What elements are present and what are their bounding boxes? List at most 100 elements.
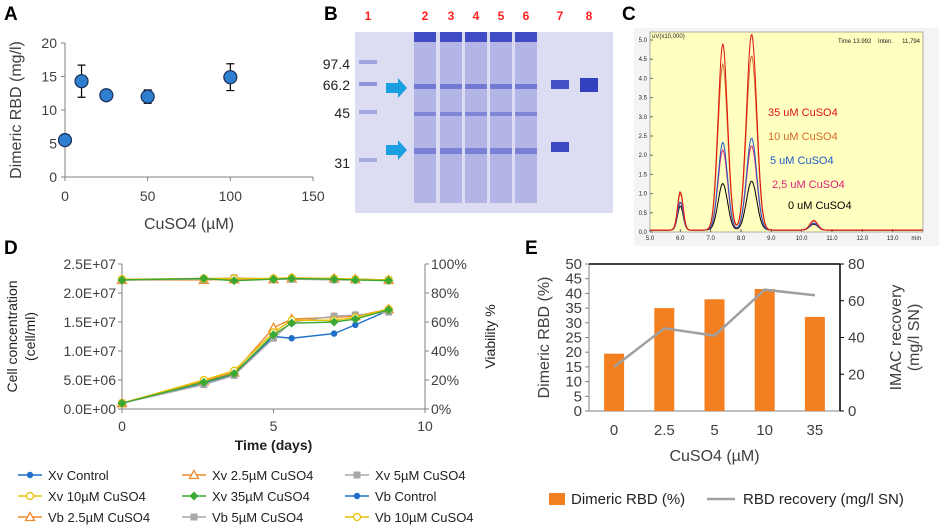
lane-label: 7 bbox=[557, 9, 564, 23]
data-point bbox=[117, 398, 127, 408]
data-point bbox=[384, 305, 394, 315]
data-point bbox=[140, 89, 155, 104]
x-tick-label: 7.0 bbox=[706, 236, 715, 242]
x-axis-title: Time (days) bbox=[235, 437, 313, 453]
band bbox=[465, 112, 487, 116]
x-tick-label: 150 bbox=[301, 188, 325, 204]
data-point bbox=[330, 330, 338, 337]
y-axis-title: Dimeric RBD (mg/l) bbox=[8, 41, 25, 179]
y-tick-label: 30 bbox=[565, 315, 582, 332]
legend-label: Vb 5µM CuSO4 bbox=[212, 510, 303, 525]
y-tick-label: 15 bbox=[565, 359, 582, 376]
band bbox=[414, 148, 436, 154]
y-tick-label: 5.0E+06 bbox=[63, 372, 116, 388]
lane-smear bbox=[515, 32, 537, 203]
x-tick-label: 35 bbox=[807, 422, 824, 439]
legend-label: Xv 10µM CuSO4 bbox=[48, 489, 146, 504]
band bbox=[359, 110, 377, 114]
x-tick-label: 6.0 bbox=[676, 236, 685, 242]
lane-label: 2 bbox=[422, 9, 429, 23]
bar bbox=[704, 299, 725, 411]
y2-tick-label: 0 bbox=[848, 403, 856, 420]
x-tick-label: 0 bbox=[61, 188, 69, 204]
band-arrow-icon bbox=[386, 140, 407, 160]
data-point bbox=[287, 318, 297, 328]
y2-axis-title: Viability % bbox=[482, 304, 498, 368]
y-tick-label: 10 bbox=[41, 102, 57, 118]
y-tick-label: 2.0 bbox=[639, 153, 648, 159]
y-tick-label: 0.0E+00 bbox=[63, 401, 116, 417]
bar bbox=[604, 353, 625, 411]
x-axis-title: CuSO4 (µM) bbox=[144, 216, 234, 233]
panel-a: A 0 5 10 15 20 0 50 100 150 CuSO4 (µM) Dimeric RBD… bbox=[4, 4, 325, 233]
lane-smear bbox=[440, 32, 462, 203]
lane-label: 5 bbox=[498, 9, 505, 23]
marker-label: 97.4 bbox=[323, 56, 350, 72]
panel-d-letter: D bbox=[4, 238, 18, 259]
data-point bbox=[117, 275, 127, 285]
band bbox=[490, 148, 512, 154]
y-tick-label: 1.5 bbox=[639, 172, 648, 178]
legend-label: Xv 2.5µM CuSO4 bbox=[212, 468, 313, 483]
x-tick-label: 2.5 bbox=[654, 422, 675, 439]
data-point bbox=[329, 317, 339, 327]
x-axis-title: CuSO4 (µM) bbox=[669, 448, 759, 465]
data-point bbox=[350, 314, 360, 324]
x-tick-label: 12.0 bbox=[856, 236, 868, 242]
data-point bbox=[99, 88, 114, 103]
y2-tick-label: 80 bbox=[848, 256, 865, 273]
band bbox=[515, 84, 537, 89]
band bbox=[515, 148, 537, 154]
x-tick-label: 0 bbox=[118, 418, 126, 434]
band bbox=[414, 32, 436, 42]
data-point bbox=[353, 471, 361, 479]
band bbox=[465, 148, 487, 154]
bar bbox=[654, 308, 675, 411]
lane-smear bbox=[490, 32, 512, 203]
lane-label: 1 bbox=[365, 9, 372, 23]
panel-c: C uV(x10,000) Time 13.992 Inten. 11,794 0.0 0.… bbox=[622, 4, 939, 246]
data-point bbox=[189, 491, 199, 501]
bar bbox=[754, 288, 775, 411]
y-tick-label: 25 bbox=[565, 330, 582, 347]
y2-tick-label: 40% bbox=[431, 343, 459, 359]
legend-label: Vb 2.5µM CuSO4 bbox=[48, 510, 150, 525]
legend-label: Xv 35µM CuSO4 bbox=[212, 489, 310, 504]
data-point bbox=[24, 511, 36, 522]
lane-label: 3 bbox=[448, 9, 455, 23]
y-tick-label: 50 bbox=[565, 256, 582, 273]
y2-tick-label: 20% bbox=[431, 372, 459, 388]
y-tick-label: 5 bbox=[49, 136, 57, 152]
y2-tick-label: 60 bbox=[848, 293, 865, 310]
y2-tick-label: 40 bbox=[848, 330, 865, 347]
y-tick-label: 0.0 bbox=[639, 230, 648, 236]
data-point bbox=[352, 512, 362, 522]
bar bbox=[804, 316, 825, 411]
panel-e-letter: E bbox=[525, 238, 538, 259]
x-tick-label: 9.0 bbox=[767, 236, 776, 242]
data-point bbox=[188, 469, 200, 480]
y-tick-label: 40 bbox=[565, 285, 582, 302]
data-point bbox=[26, 471, 34, 479]
band bbox=[490, 112, 512, 116]
y2-tick-label: 0% bbox=[431, 401, 451, 417]
y-tick-label: 20 bbox=[41, 35, 57, 51]
series-line bbox=[121, 311, 389, 404]
y2-tick-label: 80% bbox=[431, 285, 459, 301]
y-tick-label: 20 bbox=[565, 344, 582, 361]
series-line bbox=[121, 309, 389, 404]
data-point bbox=[287, 274, 297, 283]
panel-b-letter: B bbox=[324, 4, 338, 25]
header-time-label: Time bbox=[838, 39, 852, 45]
data-point bbox=[74, 74, 89, 89]
data-point bbox=[288, 335, 295, 342]
y-tick-label: 35 bbox=[565, 300, 582, 317]
data-point bbox=[199, 274, 209, 283]
y-tick-label: 1.0E+07 bbox=[63, 343, 116, 359]
lane-smear bbox=[465, 32, 487, 203]
series-label: 35 uM CuSO4 bbox=[768, 107, 838, 119]
y-tick-label: 0.5 bbox=[639, 211, 648, 217]
legend-label: Vb 10µM CuSO4 bbox=[375, 510, 474, 525]
